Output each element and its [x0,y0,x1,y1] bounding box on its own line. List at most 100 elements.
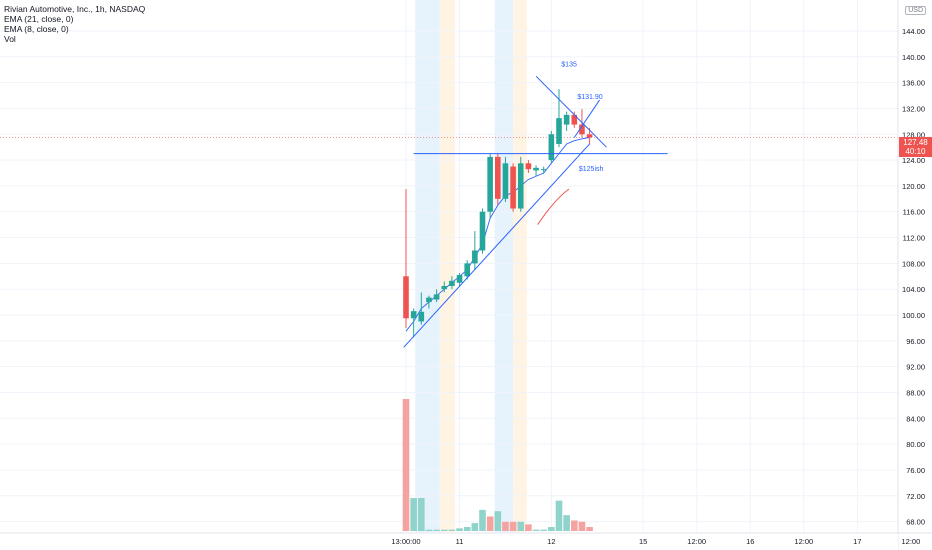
y-tick-label: 136.00 [902,79,925,88]
x-tick-label: 11 [456,537,464,546]
last-price-value: 127.48 [903,138,928,147]
annotation-label: $125ish [579,166,604,173]
candle-body [579,124,585,135]
y-tick-label: 120.00 [902,182,925,191]
volume-bar [402,399,410,531]
last-price-countdown: 40:10 [905,147,926,156]
y-tick-label: 68.00 [906,518,925,527]
candle-body [433,294,440,300]
y-tick-label: 88.00 [906,388,925,397]
legend-ema21: EMA (21, close, 0) [4,14,74,24]
candle-body [510,166,516,209]
volume-bar [471,523,479,531]
candle-body [472,250,478,264]
volume-bar [555,500,563,531]
x-tick-label: 15 [639,537,647,546]
volume-bar [532,529,540,531]
volume-bar [494,511,502,531]
y-tick-label: 124.00 [902,156,925,165]
y-tick-label: 140.00 [902,53,925,62]
candle-body [449,280,455,286]
volume-bar [548,527,555,531]
x-tick-label: 12:00 [687,537,706,546]
candle-body [426,297,432,303]
volume-bar [440,529,448,531]
volume-bar [456,528,463,531]
candle-body [556,118,562,144]
y-tick-label: 80.00 [906,440,925,449]
y-tick-label: 128.00 [902,130,925,139]
candle-body [571,114,578,125]
candle-body [495,156,501,199]
candle-body [479,211,486,251]
volume-bar [578,521,586,531]
legend-symbol: Rivian Automotive, Inc., 1h, NASDAQ [4,4,146,14]
session-band-2 [494,0,514,532]
chart-legend: Rivian Automotive, Inc., 1h, NASDAQ EMA … [4,4,145,44]
y-tick-label: 72.00 [906,492,925,501]
x-tick-label: 12:00 [794,537,813,546]
candle-body [525,163,532,170]
volume-bar [502,521,509,531]
volume-bar [586,527,593,531]
candle-body [517,163,524,209]
y-tick-label: 92.00 [906,363,925,372]
y-tick-label: 116.00 [903,208,925,217]
y-tick-label: 104.00 [902,285,925,294]
last-price-tag: 127.48 40:10 [899,137,932,157]
y-tick-label: 96.00 [906,337,925,346]
y-tick-label: 144.00 [902,27,925,36]
volume-bar [571,520,578,531]
y-tick-label: 76.00 [906,466,925,475]
volume-bar [540,529,547,531]
resistance-trendline [535,75,607,148]
x-tick-label: 13:00:00 [391,537,420,546]
annotation-label: $135 [561,61,577,68]
candle-body [548,134,555,161]
candle-body [563,114,570,125]
volume-bar [517,521,525,531]
x-tick-label: 12:00 [902,537,921,546]
red-arc-drawing [537,188,570,225]
candle-body [487,156,493,212]
y-tick-label: 100.00 [902,311,925,320]
volume-bar [418,498,425,531]
time-axis [0,533,898,550]
x-tick-label: 17 [853,537,861,546]
candle-body [418,311,425,322]
session-band-0 [415,0,440,532]
price-axis [898,0,932,550]
volume-bar [425,529,433,531]
session-band-1 [439,0,455,532]
candle-body [540,169,547,171]
legend-vol: Vol [4,34,16,44]
candle-body [410,311,417,319]
x-tick-label: 12 [547,537,555,546]
candle-body [533,167,539,171]
y-tick-label: 84.00 [906,414,925,423]
candle-body [403,276,409,319]
x-tick-label: 16 [746,537,754,546]
candle-body [464,263,470,277]
volume-bar [486,516,494,531]
session-band-3 [513,0,527,532]
candle-body [502,163,509,199]
volume-bar [479,509,486,531]
rising-trendline [573,99,600,138]
volume-bar [410,498,417,531]
candle-body [586,134,593,138]
y-tick-label: 132.00 [902,104,925,113]
volume-bar [463,527,471,531]
volume-bar [525,524,532,531]
support-trendline [403,143,590,348]
volume-bar [563,515,570,531]
currency-label[interactable]: USD [905,6,926,15]
volume-bar [509,521,517,531]
legend-ema8: EMA (8, close, 0) [4,24,69,34]
y-tick-label: 112.00 [903,234,925,243]
volume-bar [433,529,440,531]
candle-body [456,275,463,283]
volume-bar [448,529,456,531]
candle-body [441,285,448,290]
